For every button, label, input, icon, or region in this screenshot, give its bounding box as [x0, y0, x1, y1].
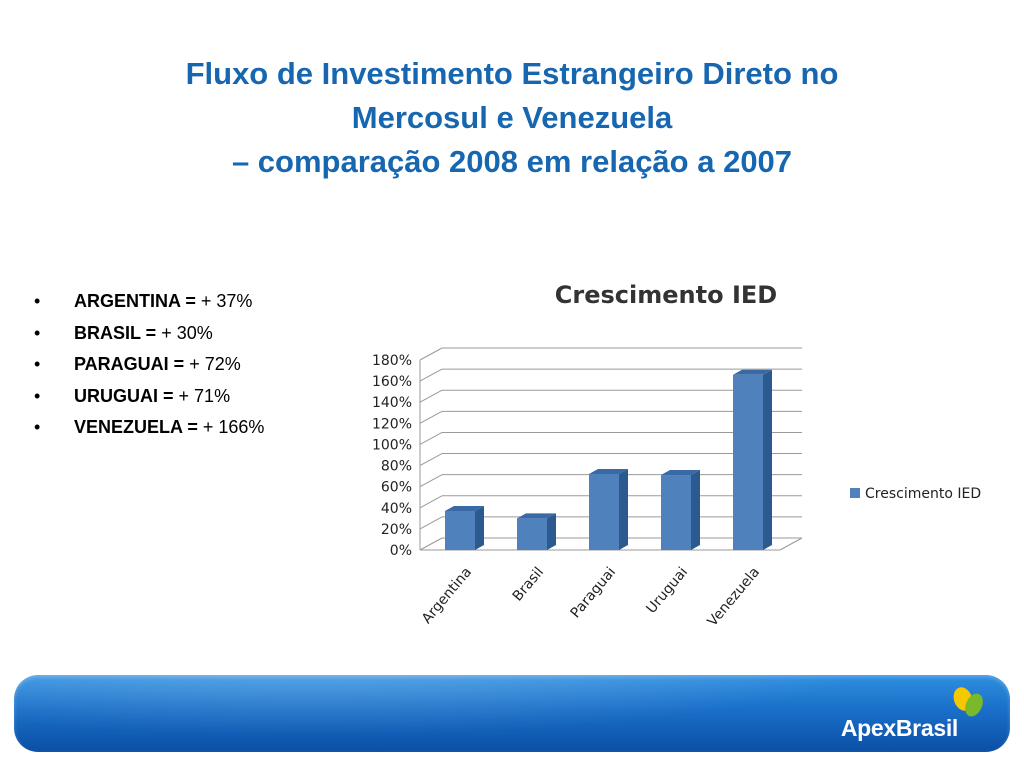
bar-brasil — [517, 513, 556, 550]
bar-top — [733, 369, 772, 375]
grid-depth-line — [419, 516, 443, 530]
bar-side — [475, 505, 484, 550]
bullet-list: ARGENTINA = + 37% BRASIL = + 30% PARAGUA… — [28, 286, 264, 444]
bar-venezuela — [733, 369, 772, 550]
grid-depth-line — [419, 474, 443, 488]
logo-green-leaf — [965, 693, 983, 717]
grid-depth-line — [419, 453, 443, 466]
bullet-country: PARAGUAI = — [74, 354, 185, 374]
bar-front — [733, 374, 763, 550]
grid-depth-line — [419, 368, 443, 382]
chart-x-axis: Argentina Brasil Paraguai Uruguai Venezuela — [419, 564, 763, 629]
footer-banner: ApexBrasil — [14, 675, 1010, 752]
legend-label: Crescimento IED — [865, 486, 981, 502]
bullet-value: + 71% — [178, 385, 231, 406]
chart-y-axis: 0% 20% 40% 60% 80% 100% 120% 140% 160% 180% — [372, 353, 412, 559]
bar-side — [547, 513, 556, 550]
y-tick-label: 180% — [372, 353, 412, 369]
bullet-country: BRASIL = — [74, 322, 157, 343]
bullet-item-paraguai: PARAGUAI = + 72% — [28, 349, 264, 381]
x-tick-label: Brasil — [510, 564, 547, 604]
x-tick-label: Venezuela — [705, 564, 763, 629]
bullet-country: URUGUAI = — [74, 385, 174, 406]
apexbrasil-logo-icon — [953, 687, 983, 717]
bullet-item-brasil: BRASIL = + 30% — [28, 318, 264, 350]
grid-depth-line — [419, 347, 443, 361]
bar-side — [763, 369, 772, 550]
bar-uruguai — [661, 470, 700, 550]
bullet-item-argentina: ARGENTINA = + 37% — [28, 286, 264, 318]
bullet-value: + 166% — [202, 417, 265, 437]
x-tick-label: Paraguai — [568, 564, 619, 621]
bullet-item-venezuela: VENEZUELA = + 166% — [28, 412, 264, 444]
bar-front — [517, 518, 547, 550]
bar-argentina — [445, 505, 484, 550]
bar-side — [691, 470, 700, 550]
slide-title-line-2: Mercosul e Venezuela — [351, 100, 673, 135]
y-tick-label: 160% — [372, 374, 412, 390]
slide-title-line-3: – comparação 2008 em relação a 2007 — [231, 144, 793, 179]
y-tick-label: 20% — [381, 522, 412, 538]
y-tick-label: 80% — [381, 459, 412, 475]
bullet-value: + 72% — [189, 354, 241, 374]
y-tick-label: 0% — [390, 543, 412, 559]
bullet-country: VENEZUELA = — [74, 417, 198, 437]
bar-top — [661, 470, 700, 476]
y-tick-label: 100% — [372, 437, 412, 453]
bar-side — [619, 469, 628, 550]
y-tick-label: 60% — [381, 480, 412, 496]
bar-top — [589, 469, 628, 474]
footer-swoosh — [14, 675, 1010, 752]
bullet-value: + 30% — [161, 322, 213, 343]
y-tick-label: 120% — [372, 416, 412, 432]
chart-bars — [445, 369, 772, 550]
bullet-country: ARGENTINA = — [74, 291, 196, 311]
grid-depth-line — [419, 432, 443, 445]
bar-paraguai — [589, 469, 628, 550]
y-tick-label: 40% — [381, 501, 412, 517]
bar-front — [661, 475, 691, 550]
bar-chart: Crescimento IED 0% 20% 40% 60% 80% 100% 120% 14… — [372, 281, 981, 630]
x-tick-label: Uruguai — [643, 564, 691, 617]
bullet-value: + 37% — [200, 291, 253, 311]
bullet-item-uruguai: URUGUAI = + 71% — [28, 381, 264, 413]
grid-depth-line — [419, 410, 443, 424]
chart-title: Crescimento IED — [555, 281, 777, 309]
x-tick-label: Argentina — [419, 564, 475, 627]
grid-depth-line — [419, 537, 443, 551]
brand-name: ApexBrasil — [840, 715, 958, 741]
slide-title: Fluxo de Investimento Estrangeiro Direto… — [40, 52, 984, 184]
grid-depth-line — [419, 389, 443, 403]
slide-title-line-1: Fluxo de Investimento Estrangeiro Direto… — [185, 56, 839, 91]
bar-top — [517, 513, 556, 519]
legend-swatch — [850, 488, 860, 498]
bar-front — [589, 474, 619, 550]
chart-legend: Crescimento IED — [850, 486, 981, 502]
y-tick-label: 140% — [372, 395, 412, 411]
grid-depth-line — [419, 495, 443, 509]
bar-front — [445, 510, 475, 550]
bar-top — [445, 505, 484, 511]
floor-edge — [779, 537, 803, 551]
